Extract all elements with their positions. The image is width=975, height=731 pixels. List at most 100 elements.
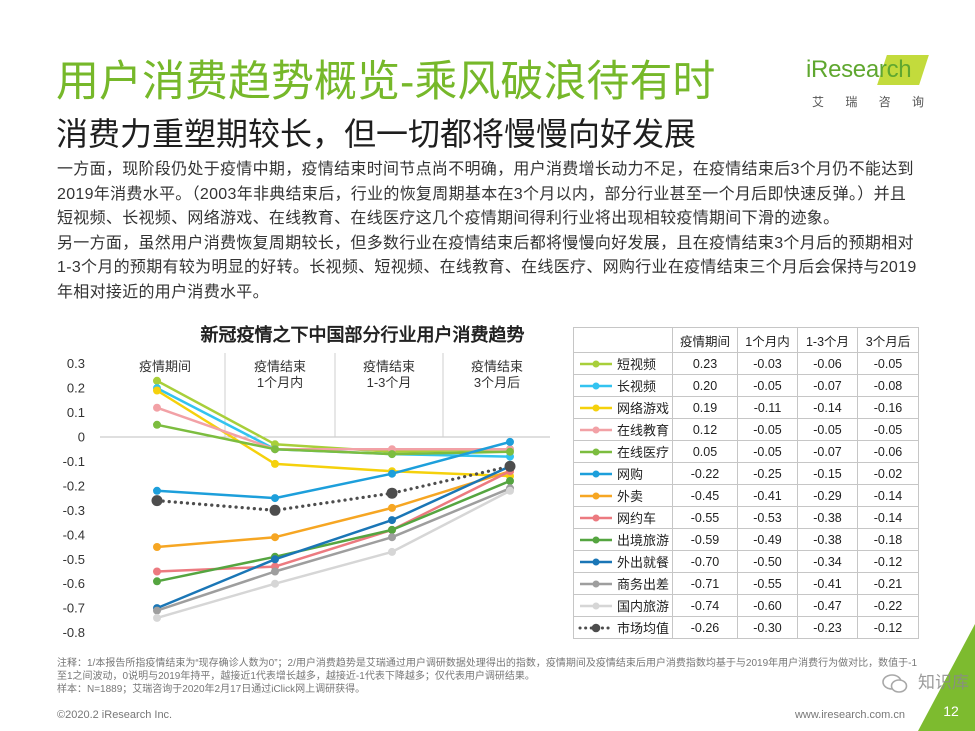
data-point <box>388 547 396 556</box>
table-name-cell: 外出就餐 <box>573 550 673 573</box>
body-line: 1-3个月的预期有较为明显的好转。长视频、短视频、在线教育、在线医疗、网购行业在… <box>57 259 917 277</box>
body-line: 短视频、长视频、网络游戏、在线教育、在线医疗这几个疫情期间得利行业将出现相较疫情… <box>57 210 840 228</box>
data-point <box>271 445 279 454</box>
data-point <box>269 504 281 516</box>
legend-marker-dot <box>592 514 600 521</box>
data-point <box>506 447 514 456</box>
legend-label: 网络游戏 <box>617 401 670 416</box>
y-tick-label: -0.4 <box>63 527 85 542</box>
wechat-icon <box>882 674 908 693</box>
legend-entry: 外出就餐 <box>574 552 672 572</box>
series-line <box>156 440 511 500</box>
data-point <box>153 386 161 395</box>
x-category-label: 1-3个月 <box>367 375 412 390</box>
x-category-label: 疫情结束 <box>471 359 523 374</box>
data-point <box>271 579 279 588</box>
legend-entry: 网购 <box>574 464 672 484</box>
body-line: 年相对接近的用户消费水平。 <box>57 283 269 301</box>
x-category-label: 疫情期间 <box>139 359 191 374</box>
table-value-cell: -0.38 <box>797 528 858 551</box>
logo-cn-char: 询 <box>911 95 924 109</box>
table-row: 在线医疗 0.05 -0.05 -0.07 -0.06 <box>573 440 919 463</box>
table-value-cell: -0.18 <box>857 528 919 551</box>
legend-entry: 短视频 <box>574 354 672 374</box>
legend-label: 长视频 <box>617 379 657 394</box>
table-body: 短视频 0.23 -0.03 -0.06 -0.05 长视频 0.20 -0.05 -0.07-… <box>573 352 919 639</box>
table-value-cell: -0.14 <box>797 396 858 419</box>
logo-cn-char: 咨 <box>878 95 891 109</box>
table-value-cell: -0.49 <box>737 528 798 551</box>
table-value-cell: -0.05 <box>737 440 798 463</box>
iresearch-logo: iResearch 艾 瑞 咨 询 <box>802 50 929 116</box>
table-value-cell: -0.16 <box>857 396 919 419</box>
data-point <box>388 503 396 512</box>
copyright-text: ©2020.2 iResearch Inc. <box>57 709 173 721</box>
table-row: 外卖 -0.45 -0.41 -0.29 -0.14 <box>573 484 919 507</box>
legend-label: 网约车 <box>617 511 657 526</box>
data-point <box>153 543 161 551</box>
table-value-cell: -0.47 <box>797 594 858 617</box>
legend-entry: 市场均值 <box>574 618 672 638</box>
data-point <box>388 533 396 542</box>
body-paragraph: 一方面，现阶段仍处于疫情中期，疫情结束时间节点尚不明确，用户消费增长动力不足，在… <box>57 158 917 306</box>
legend-label: 国内旅游 <box>617 599 670 614</box>
corner-triangle <box>918 624 975 731</box>
table-name-cell: 外卖 <box>573 484 673 507</box>
legend-marker <box>580 558 612 565</box>
footer-note: 注释：1/本报告所指疫情结束为“现存确诊人数为0”；2/用户消费趋势是艾瑞通过用… <box>57 658 918 682</box>
table-row: 长视频 0.20 -0.05 -0.07 -0.08 <box>573 374 919 397</box>
table-value-cell: -0.38 <box>797 506 858 529</box>
legend-entry: 在线教育 <box>574 420 672 440</box>
table-value-cell: -0.05 <box>737 374 798 397</box>
x-category-label: 疫情结束 <box>254 359 306 374</box>
series-line <box>156 406 510 451</box>
data-point <box>504 460 516 472</box>
data-point <box>153 606 161 615</box>
table-value-cell: -0.70 <box>672 550 738 573</box>
legend-marker <box>580 470 612 477</box>
x-category-label: 疫情结束 <box>363 359 415 374</box>
page-subtitle: 消费力重塑期较长，但一切都将慢慢向好发展 <box>56 116 697 152</box>
legend-marker <box>580 382 612 389</box>
legend-marker <box>578 623 614 632</box>
table-value-cell: -0.59 <box>672 528 738 551</box>
legend-data-table: 疫情期间 1个月内 1-3个月 3个月后 短视频 0.23 -0.03 -0.06 -0… <box>573 327 919 639</box>
table-row: 在线教育 0.12 -0.05 -0.05 -0.05 <box>573 418 919 441</box>
data-point <box>388 525 396 534</box>
legend-marker-dot <box>591 623 601 632</box>
legend-label: 外卖 <box>617 489 644 504</box>
table-value-cell: -0.14 <box>857 484 919 507</box>
table-value-cell: -0.12 <box>857 616 919 639</box>
legend-entry: 网络游戏 <box>574 398 672 418</box>
data-point <box>386 487 398 499</box>
table-value-cell: -0.45 <box>672 484 738 507</box>
table-value-cell: -0.41 <box>797 572 858 595</box>
table-value-cell: 0.19 <box>672 396 738 419</box>
footer-sample: 样本：N=1889；艾瑞咨询于2020年2月17日通过iClick网上调研获得。 <box>57 684 366 695</box>
x-category-label: 1个月内 <box>257 375 303 390</box>
table-header-cell: 3个月后 <box>857 327 919 353</box>
series-line <box>156 465 511 610</box>
data-point <box>151 495 163 507</box>
table-value-cell: -0.03 <box>737 352 798 375</box>
website-text: www.iresearch.com.cn <box>794 709 905 721</box>
table-header-cell: 疫情期间 <box>672 327 738 353</box>
legend-entry: 商务出差 <box>574 574 672 594</box>
y-tick-label: 0.3 <box>67 356 85 371</box>
data-point <box>153 577 161 586</box>
legend-marker-dot <box>592 448 600 455</box>
series-line <box>156 470 511 549</box>
legend-entry: 外卖 <box>574 486 672 506</box>
series-line <box>156 389 511 478</box>
legend-marker-dot <box>592 382 600 389</box>
table-name-cell: 短视频 <box>573 352 673 375</box>
data-point <box>271 494 279 503</box>
table-name-cell: 国内旅游 <box>573 594 673 617</box>
table-value-cell: -0.74 <box>672 594 738 617</box>
data-point <box>388 469 396 478</box>
logo-chinese-name: 艾 瑞 咨 询 <box>812 94 924 110</box>
table-value-cell: 0.05 <box>672 440 738 463</box>
table-value-cell: -0.05 <box>797 418 858 441</box>
table-header-corner <box>573 327 673 353</box>
y-tick-label: 0.1 <box>67 405 85 420</box>
